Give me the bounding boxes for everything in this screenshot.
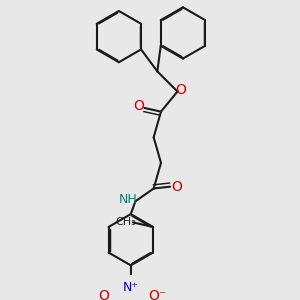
Text: NH: NH <box>119 193 137 206</box>
Text: O: O <box>134 99 145 113</box>
Text: O⁻: O⁻ <box>148 290 166 300</box>
Text: O: O <box>98 290 109 300</box>
Text: O: O <box>176 83 187 97</box>
Text: N⁺: N⁺ <box>123 281 139 294</box>
Text: CH₃: CH₃ <box>115 218 136 227</box>
Text: O: O <box>171 180 182 194</box>
